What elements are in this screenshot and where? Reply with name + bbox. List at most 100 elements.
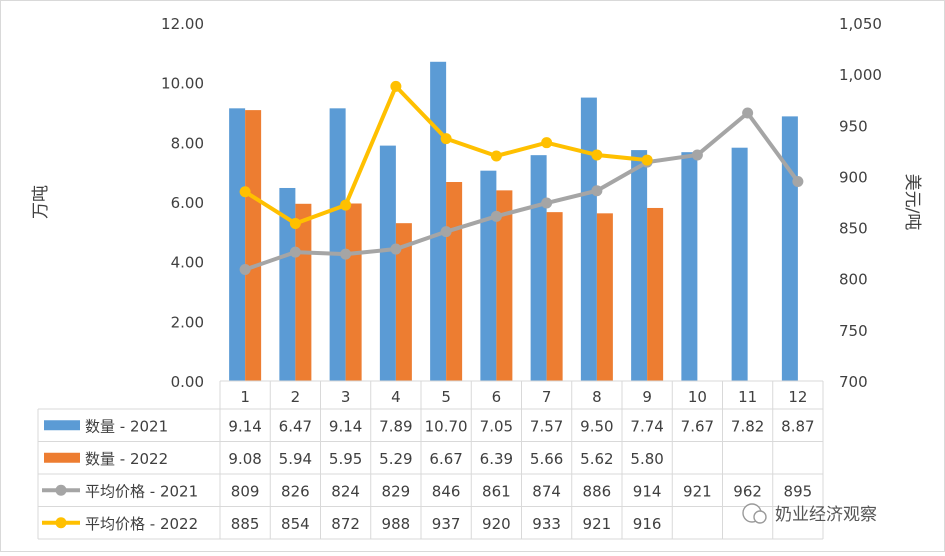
- left-axis-title: 万吨: [31, 185, 51, 219]
- x-tick-label: 11: [738, 388, 757, 406]
- line-point-1-11: [742, 107, 754, 119]
- legend-entry-1: 数量 - 2021: [85, 417, 168, 435]
- data-label: 933: [532, 515, 561, 533]
- data-label: 7.82: [731, 417, 764, 435]
- x-tick-label: 8: [592, 388, 602, 406]
- line-point-1-10: [691, 149, 703, 161]
- bar-1-8: [580, 97, 597, 381]
- line-point-2-4: [390, 80, 402, 92]
- data-label: 937: [432, 515, 461, 533]
- data-label: 6.47: [279, 417, 312, 435]
- line-point-2-8: [591, 149, 603, 161]
- data-label: 9.08: [228, 450, 261, 468]
- line-point-1-3: [340, 248, 352, 260]
- left-tick-label: 2.00: [171, 313, 204, 331]
- data-label: 5.62: [580, 450, 613, 468]
- legend-entry-2: 数量 - 2022: [85, 450, 168, 468]
- bar-2-4: [395, 223, 412, 381]
- line-point-1-6: [490, 210, 502, 222]
- data-label: 895: [784, 482, 813, 500]
- bar-1-6: [480, 170, 497, 381]
- right-tick-label: 1,000: [839, 66, 882, 84]
- data-label: 962: [733, 482, 762, 500]
- legend-key-marker-3: [55, 484, 67, 496]
- line-point-1-4: [390, 243, 402, 255]
- x-tick-label: 7: [542, 388, 552, 406]
- bar-2-5: [446, 182, 463, 381]
- left-tick-label: 8.00: [171, 134, 204, 152]
- line-point-2-1: [239, 186, 251, 198]
- data-label: 7.74: [630, 417, 663, 435]
- data-label: 916: [633, 515, 662, 533]
- bar-2-2: [295, 203, 312, 381]
- right-axis-title: 美元/吨: [902, 174, 922, 231]
- data-label: 920: [482, 515, 511, 533]
- bar-1-10: [681, 152, 698, 381]
- bar-2-9: [647, 207, 664, 381]
- x-tick-label: 12: [788, 388, 807, 406]
- bar-1-12: [781, 116, 798, 382]
- data-label: 9.14: [228, 417, 261, 435]
- line-point-2-6: [490, 150, 502, 162]
- data-label: 9.50: [580, 417, 613, 435]
- line-point-2-2: [289, 217, 301, 229]
- data-label: 921: [683, 482, 712, 500]
- legend-key-bar-2: [44, 452, 80, 463]
- legend-key-marker-4: [55, 517, 67, 529]
- data-label: 921: [583, 515, 612, 533]
- right-tick-label: 850: [839, 220, 868, 238]
- bar-1-2: [279, 187, 296, 381]
- line-series-1: [244, 111, 800, 272]
- data-label: 826: [281, 482, 310, 500]
- bar-2-3: [345, 203, 362, 381]
- x-tick-label: 5: [441, 388, 451, 406]
- left-tick-label: 0.00: [171, 373, 204, 391]
- x-tick-label: 2: [291, 388, 301, 406]
- line-point-1-8: [591, 185, 603, 197]
- data-label: 874: [532, 482, 561, 500]
- data-label: 7.57: [530, 417, 563, 435]
- data-label: 872: [331, 515, 360, 533]
- data-label: 5.95: [329, 450, 362, 468]
- bar-1-9: [631, 150, 648, 381]
- data-label: 6.39: [480, 450, 513, 468]
- data-label: 824: [331, 482, 360, 500]
- data-label: 7.05: [480, 417, 513, 435]
- x-tick-label: 9: [642, 388, 652, 406]
- bar-2-8: [596, 213, 613, 381]
- data-label: 988: [382, 515, 411, 533]
- x-tick-label: 6: [492, 388, 502, 406]
- bar-1-4: [379, 145, 396, 381]
- line-point-2-5: [440, 133, 452, 145]
- x-tick-label: 3: [341, 388, 351, 406]
- bar-1-5: [430, 61, 447, 382]
- line-point-1-1: [239, 264, 251, 276]
- line-point-1-12: [792, 176, 804, 188]
- right-tick-label: 700: [839, 373, 868, 391]
- watermark-text: 奶业经济观察: [775, 505, 877, 525]
- data-label: 846: [432, 482, 461, 500]
- line-point-2-3: [340, 199, 352, 211]
- right-tick-label: 1,050: [839, 15, 882, 33]
- wechat-icon-bubble: [753, 510, 767, 524]
- data-label: 8.87: [781, 417, 814, 435]
- left-tick-label: 12.00: [161, 15, 204, 33]
- data-label: 7.89: [379, 417, 412, 435]
- data-label: 7.67: [681, 417, 714, 435]
- data-label: 861: [482, 482, 511, 500]
- data-label: 885: [231, 515, 260, 533]
- data-label: 809: [231, 482, 260, 500]
- bar-2-7: [546, 212, 563, 381]
- data-label: 829: [382, 482, 411, 500]
- right-tick-label: 800: [839, 271, 868, 289]
- bar-1-7: [530, 155, 547, 381]
- right-tick-label: 950: [839, 117, 868, 135]
- line-point-1-7: [541, 197, 553, 209]
- data-label: 914: [633, 482, 662, 500]
- line-point-2-9: [641, 154, 653, 166]
- data-label: 5.66: [530, 450, 563, 468]
- left-tick-label: 4.00: [171, 254, 204, 272]
- bar-1-1: [229, 108, 246, 381]
